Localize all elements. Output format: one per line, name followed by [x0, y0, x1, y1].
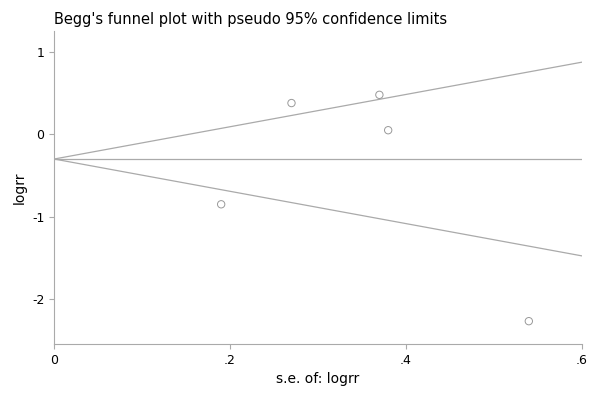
Point	[217, 201, 226, 207]
Point	[383, 127, 393, 133]
Point	[287, 100, 296, 106]
Text: Begg's funnel plot with pseudo 95% confidence limits: Begg's funnel plot with pseudo 95% confi…	[54, 12, 447, 28]
Point	[524, 318, 533, 324]
Y-axis label: logrr: logrr	[13, 172, 26, 204]
X-axis label: s.e. of: logrr: s.e. of: logrr	[276, 373, 359, 387]
Point	[374, 92, 384, 98]
